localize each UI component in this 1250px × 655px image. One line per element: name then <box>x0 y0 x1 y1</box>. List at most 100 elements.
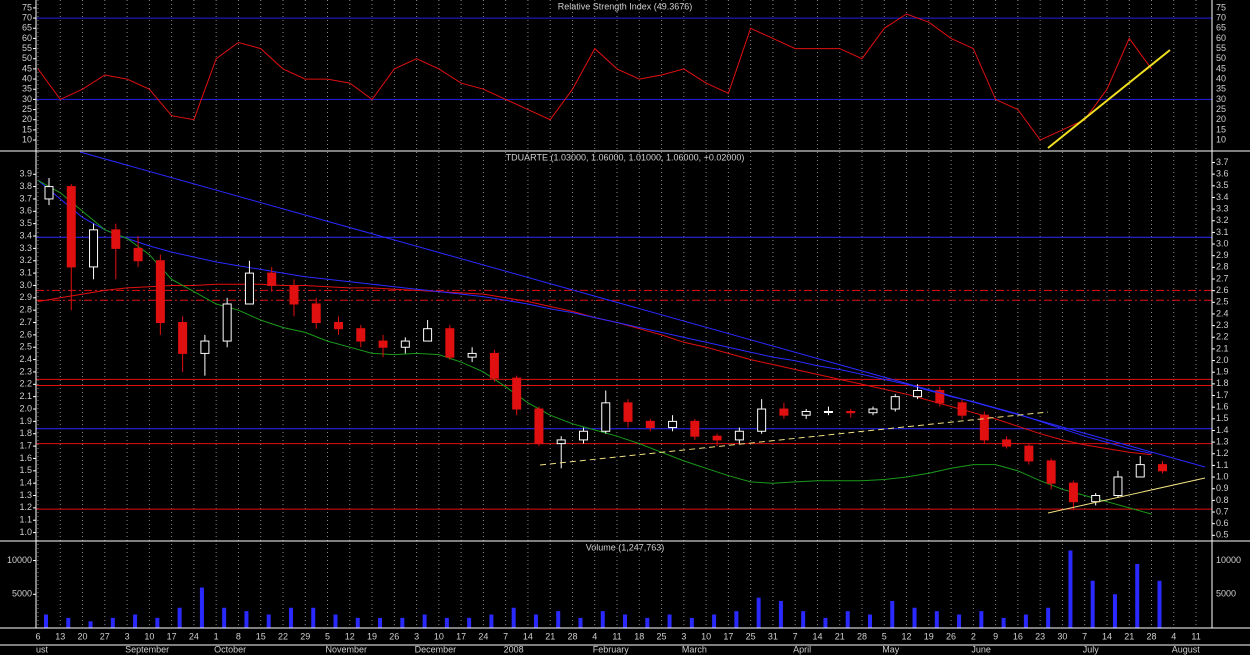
x-tick-label: 17 <box>456 631 466 641</box>
y-tick-label: 10000 <box>1216 555 1241 565</box>
candle-body <box>623 402 633 422</box>
y-tick-label: 1.3 <box>19 490 32 500</box>
x-tick-label: 19 <box>924 631 934 641</box>
y-tick-label: 75 <box>22 2 32 12</box>
x-tick-label: 10 <box>434 631 444 641</box>
support-trendline <box>539 411 1049 466</box>
volume-bar <box>689 617 694 628</box>
y2-tick-label: 1.1 <box>1216 460 1229 470</box>
candle-body <box>823 410 833 413</box>
volume-bar <box>1001 617 1006 628</box>
x-tick-label: 7 <box>793 631 798 641</box>
y2-tick-label: 1.5 <box>1216 413 1229 423</box>
candle-body <box>645 420 655 429</box>
x-tick-label: 14 <box>523 631 533 641</box>
candle-body <box>1068 482 1078 503</box>
candle-body <box>1091 495 1101 503</box>
y2-tick-label: 2.1 <box>1216 343 1229 353</box>
volume-bar <box>645 617 650 628</box>
support-trendline <box>1047 477 1206 514</box>
x-tick-label: 26 <box>946 631 956 641</box>
y-tick-label: 1.5 <box>19 465 32 475</box>
y-tick-label: 2.3 <box>19 366 32 376</box>
month-label: August <box>1172 644 1201 654</box>
x-tick-label: 2 <box>971 631 976 641</box>
y-tick-label: 25 <box>1216 104 1226 114</box>
x-tick-label: 13 <box>55 631 65 641</box>
candle-body <box>578 430 588 441</box>
y-tick-label: 1.0 <box>19 527 32 537</box>
x-tick-label: 8 <box>236 631 241 641</box>
volume-bar <box>355 617 360 628</box>
candle-body <box>846 410 856 414</box>
y2-tick-label: 0.6 <box>1216 518 1229 528</box>
candle-body <box>111 229 121 249</box>
volume-bar <box>600 611 605 628</box>
x-tick-label: 12 <box>902 631 912 641</box>
y-tick-label: 2.2 <box>19 379 32 389</box>
y2-tick-label: 0.8 <box>1216 495 1229 505</box>
y2-tick-label: 3.1 <box>1216 227 1229 237</box>
x-tick-label: 21 <box>1124 631 1134 641</box>
y-tick-label: 2.4 <box>19 354 32 364</box>
candle-body <box>267 272 277 286</box>
y-tick-label: 10 <box>22 134 32 144</box>
candle-body <box>400 340 410 348</box>
volume-bar <box>44 614 48 628</box>
y2-tick-label: 1.7 <box>1216 390 1229 400</box>
candle-body <box>1002 439 1012 447</box>
x-tick-label: 20 <box>78 631 88 641</box>
y-tick-label: 70 <box>22 12 32 22</box>
candle-body <box>178 322 188 354</box>
candle-body <box>1113 476 1123 497</box>
candle-body <box>601 402 611 432</box>
candle-body <box>1158 464 1167 472</box>
volume-bar <box>489 614 494 628</box>
candle-body <box>200 340 210 354</box>
y2-tick-label: 1.6 <box>1216 402 1229 412</box>
candle-body <box>356 328 366 342</box>
y2-tick-label: 2.5 <box>1216 297 1229 307</box>
plot-area <box>33 0 1215 628</box>
month-label: October <box>214 644 246 654</box>
candle-body <box>890 396 900 410</box>
volume-bar <box>88 621 93 628</box>
y-tick-label: 70 <box>1216 12 1226 22</box>
y2-tick-label: 3.5 <box>1216 180 1229 190</box>
candle-body <box>779 408 789 416</box>
y2-tick-label: 2.9 <box>1216 250 1229 260</box>
volume-bar <box>756 597 761 628</box>
x-tick-label: 4 <box>1171 631 1176 641</box>
candle-body <box>423 328 433 342</box>
volume-bar <box>199 587 204 628</box>
candle-body <box>801 410 811 416</box>
x-tick-label: 31 <box>768 631 778 641</box>
y2-tick-label: 0.5 <box>1216 530 1229 540</box>
volume-bar <box>734 611 739 628</box>
y-tick-label: 2.8 <box>19 305 32 315</box>
x-tick-label: 7 <box>503 631 508 641</box>
volume-bar <box>712 614 717 628</box>
y-tick-label: 1.1 <box>19 515 32 525</box>
y-tick-label: 2.7 <box>19 317 32 327</box>
month-label: February <box>593 644 630 654</box>
candle-body <box>89 229 99 268</box>
candle-body <box>66 186 76 268</box>
y-tick-label: 3.2 <box>19 255 32 265</box>
x-tick-label: 15 <box>256 631 266 641</box>
rsi-line <box>37 13 1152 141</box>
y-tick-label: 3.5 <box>19 218 32 228</box>
volume-bar <box>244 611 249 628</box>
y-tick-label: 3.1 <box>19 267 32 277</box>
y-tick-label: 55 <box>1216 43 1226 53</box>
volume-bar <box>1112 594 1117 628</box>
candle-body <box>979 414 989 441</box>
candle-body <box>467 352 477 358</box>
month-label: September <box>125 644 169 654</box>
x-tick-label: 24 <box>478 631 488 641</box>
y2-tick-label: 2.6 <box>1216 285 1229 295</box>
month-label: May <box>882 644 900 654</box>
volume-bar <box>378 617 383 628</box>
y-tick-label: 45 <box>1216 63 1226 73</box>
